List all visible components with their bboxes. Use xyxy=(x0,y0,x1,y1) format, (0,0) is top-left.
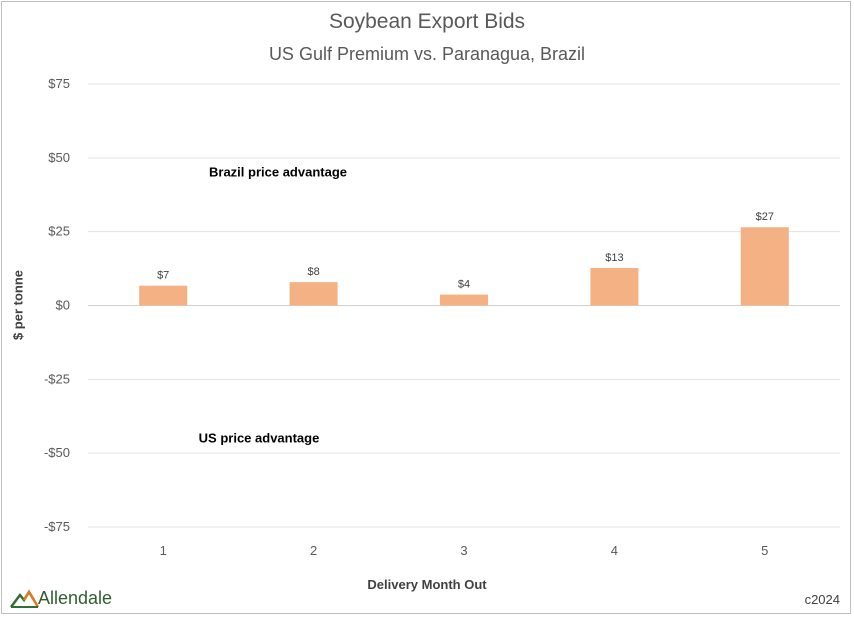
bar xyxy=(139,285,188,306)
bar xyxy=(740,227,789,306)
chart-subtitle: US Gulf Premium vs. Paranagua, Brazil xyxy=(268,44,586,64)
y-tick-label: -$25 xyxy=(44,371,70,386)
y-tick-label: $50 xyxy=(48,150,70,165)
x-tick-label: 1 xyxy=(160,543,167,558)
x-tick-label: 5 xyxy=(761,543,768,558)
y-tick-label: -$75 xyxy=(44,519,70,534)
data-label: $7 xyxy=(157,270,169,282)
x-axis-label: Delivery Month Out xyxy=(367,577,487,592)
y-tick-label: -$50 xyxy=(44,445,70,460)
x-tick-label: 2 xyxy=(310,543,317,558)
us-advantage-annotation: US price advantage xyxy=(199,430,320,445)
data-label: $13 xyxy=(605,252,623,264)
allendale-logo-icon xyxy=(10,589,40,608)
y-tick-label: $0 xyxy=(56,298,70,313)
bar xyxy=(590,267,639,306)
data-label: $4 xyxy=(458,279,470,291)
allendale-logo: Allendale xyxy=(10,585,112,611)
bar xyxy=(440,294,488,306)
y-tick-label: $25 xyxy=(48,224,70,239)
allendale-logo-text: Allendale xyxy=(38,587,113,608)
bar xyxy=(289,282,338,306)
x-tick-label: 3 xyxy=(460,543,467,558)
copyright-text: c2024 xyxy=(804,592,840,607)
x-tick-label: 4 xyxy=(611,543,618,558)
brazil-advantage-annotation: Brazil price advantage xyxy=(209,165,347,180)
data-label: $27 xyxy=(756,211,774,223)
chart-title: Soybean Export Bids xyxy=(328,10,526,33)
y-tick-label: $75 xyxy=(48,76,70,91)
data-label: $8 xyxy=(307,266,319,278)
